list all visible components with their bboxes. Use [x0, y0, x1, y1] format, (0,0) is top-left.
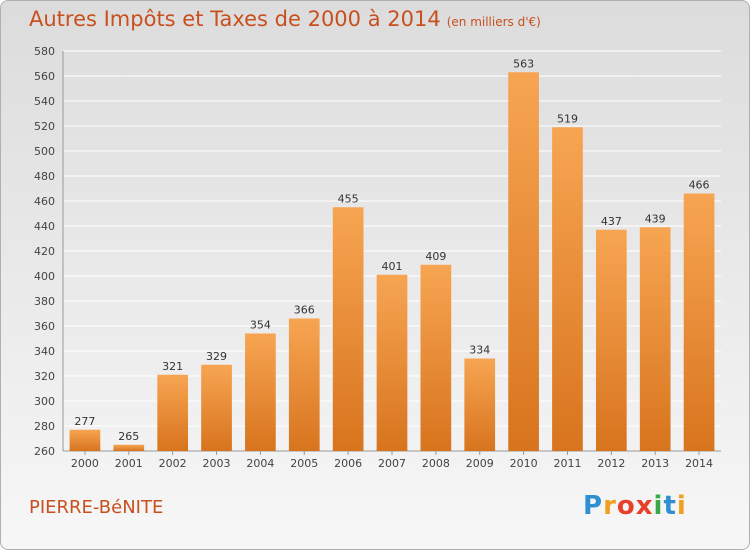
x-tick-label: 2003 — [203, 457, 231, 470]
y-tick-label: 460 — [34, 195, 55, 208]
y-tick-label: 480 — [34, 170, 55, 183]
x-tick-label: 2007 — [378, 457, 406, 470]
data-label: 437 — [601, 215, 622, 228]
bar — [332, 207, 364, 451]
logo-letter: t — [663, 491, 677, 521]
y-tick-label: 580 — [34, 45, 55, 58]
data-label: 354 — [250, 319, 271, 332]
logo-letter: o — [616, 491, 636, 521]
bar — [157, 374, 189, 451]
logo-letter: r — [603, 491, 617, 521]
bar — [288, 318, 320, 451]
y-tick-label: 320 — [34, 370, 55, 383]
bar — [113, 444, 145, 451]
data-label: 366 — [294, 304, 315, 317]
x-tick-label: 2005 — [290, 457, 318, 470]
y-tick-label: 440 — [34, 220, 55, 233]
data-label: 409 — [425, 250, 446, 263]
bar — [639, 227, 671, 451]
bar — [420, 264, 452, 451]
x-tick-label: 2002 — [159, 457, 187, 470]
logo-letter: P — [583, 491, 604, 521]
y-tick-label: 540 — [34, 95, 55, 108]
x-tick-label: 2009 — [466, 457, 494, 470]
y-tick-label: 300 — [34, 395, 55, 408]
x-tick-label: 2010 — [510, 457, 538, 470]
data-label: 401 — [382, 260, 403, 273]
data-label: 334 — [469, 344, 490, 357]
data-label: 321 — [162, 360, 183, 373]
bar — [508, 72, 539, 451]
x-tick-label: 2006 — [334, 457, 362, 470]
x-tick-label: 2004 — [246, 457, 274, 470]
logo-letter: i — [653, 491, 664, 521]
bar — [552, 127, 583, 451]
y-tick-label: 560 — [34, 70, 55, 83]
bar — [376, 274, 408, 451]
bar — [464, 358, 496, 451]
bar — [683, 193, 715, 451]
chart-title: Autres Impôts et Taxes de 2000 à 2014 (en… — [29, 7, 541, 31]
y-tick-label: 340 — [34, 345, 55, 358]
x-tick-label: 2012 — [597, 457, 625, 470]
x-tick-label: 2014 — [685, 457, 713, 470]
bar — [245, 333, 276, 451]
data-label: 563 — [513, 57, 534, 70]
logo-letter: x — [635, 491, 654, 521]
chart-title-text: Autres Impôts et Taxes de 2000 à 2014 — [29, 7, 441, 31]
x-tick-label: 2000 — [71, 457, 99, 470]
data-label: 439 — [645, 212, 666, 225]
data-label: 455 — [338, 192, 359, 205]
y-tick-label: 520 — [34, 120, 55, 133]
data-label: 277 — [74, 415, 95, 428]
x-tick-label: 2001 — [115, 457, 143, 470]
data-label: 329 — [206, 350, 227, 363]
data-label: 265 — [118, 430, 139, 443]
x-tick-label: 2008 — [422, 457, 450, 470]
y-tick-label: 500 — [34, 145, 55, 158]
y-tick-label: 420 — [34, 245, 55, 258]
bar — [69, 429, 101, 451]
y-tick-label: 380 — [34, 295, 55, 308]
bar — [595, 229, 627, 451]
data-label: 519 — [557, 112, 578, 125]
bar — [201, 364, 232, 451]
data-label: 466 — [689, 179, 710, 192]
commune-name: PIERRE-BéNITE — [29, 497, 164, 518]
y-tick-label: 400 — [34, 270, 55, 283]
y-tick-label: 280 — [34, 420, 55, 433]
logo-letter: i — [676, 491, 687, 521]
y-tick-label: 260 — [34, 445, 55, 458]
x-tick-label: 2011 — [553, 457, 581, 470]
x-tick-label: 2013 — [641, 457, 669, 470]
proxiti-logo: Proxiti — [583, 491, 687, 521]
chart-subtitle: (en milliers d'€) — [446, 15, 541, 29]
y-tick-label: 360 — [34, 320, 55, 333]
